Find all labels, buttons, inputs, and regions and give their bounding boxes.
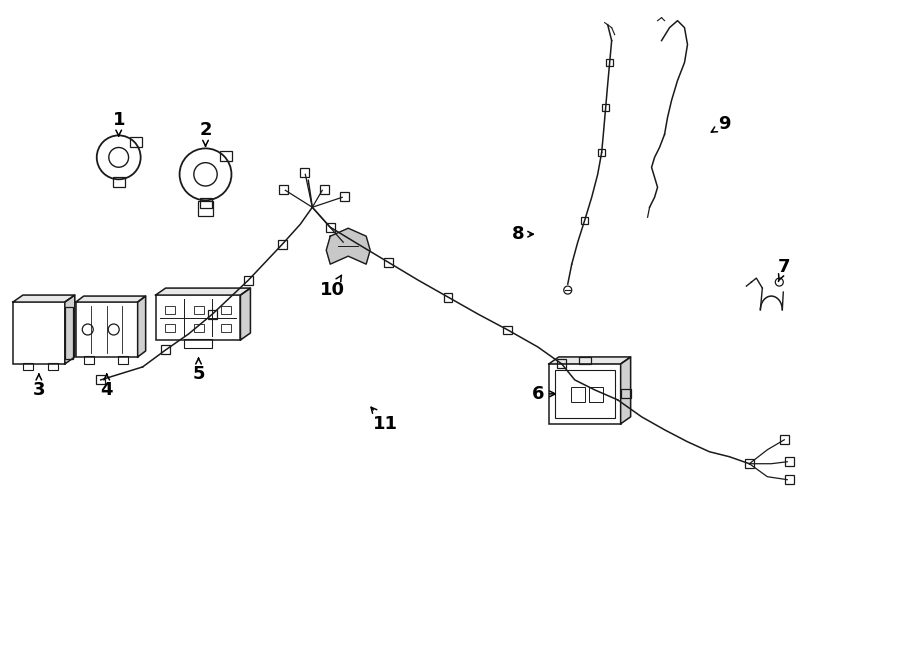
Polygon shape [138, 296, 146, 357]
Bar [194, 306, 203, 314]
Text: 6: 6 [532, 385, 555, 403]
Bar [581, 216, 589, 224]
Text: 5: 5 [193, 358, 205, 383]
Bar [22, 363, 33, 370]
Bar [244, 275, 253, 285]
Bar [220, 151, 231, 161]
Bar [13, 302, 65, 364]
Text: 8: 8 [511, 225, 534, 243]
Polygon shape [549, 357, 631, 364]
Bar [785, 457, 794, 466]
Bar [554, 370, 615, 418]
Bar [161, 346, 170, 354]
Polygon shape [621, 357, 631, 424]
Bar [208, 310, 217, 318]
Bar [602, 104, 609, 111]
Text: 4: 4 [101, 374, 113, 399]
Bar [194, 324, 203, 332]
Polygon shape [65, 295, 75, 364]
Bar [579, 357, 590, 364]
Bar [326, 222, 335, 232]
Bar [112, 177, 125, 187]
Bar [65, 307, 73, 359]
Bar [118, 356, 128, 364]
Bar [200, 199, 212, 209]
Polygon shape [240, 288, 250, 340]
Text: 10: 10 [320, 275, 345, 299]
Bar [571, 387, 585, 402]
Bar [557, 359, 566, 369]
Bar [278, 240, 287, 249]
Bar [589, 387, 603, 402]
Bar [96, 375, 105, 385]
Bar [76, 302, 138, 357]
Text: 11: 11 [371, 407, 398, 433]
Bar [339, 192, 348, 201]
Polygon shape [156, 288, 250, 295]
Polygon shape [327, 228, 370, 264]
Bar [444, 293, 453, 302]
Bar [197, 201, 213, 216]
Bar [48, 363, 58, 370]
Text: 2: 2 [199, 121, 212, 146]
Bar [221, 324, 231, 332]
Bar [84, 356, 94, 364]
Bar [779, 436, 788, 444]
Bar [279, 185, 288, 194]
Bar [621, 389, 631, 398]
Text: 9: 9 [711, 115, 731, 134]
Bar [165, 306, 175, 314]
Bar [130, 137, 142, 147]
Bar [383, 258, 392, 267]
Bar [156, 295, 240, 340]
Text: 3: 3 [32, 374, 45, 399]
Bar [598, 149, 605, 156]
Bar [221, 306, 231, 314]
Bar [503, 326, 512, 334]
Bar [300, 168, 309, 177]
Bar [785, 475, 794, 484]
Polygon shape [76, 296, 146, 302]
Bar [320, 185, 328, 194]
Text: 7: 7 [778, 258, 790, 281]
Bar [549, 364, 621, 424]
Bar [607, 59, 613, 66]
Bar [745, 459, 754, 468]
Polygon shape [13, 295, 75, 302]
Text: 1: 1 [112, 111, 125, 136]
Bar [165, 324, 175, 332]
Bar [184, 339, 212, 348]
